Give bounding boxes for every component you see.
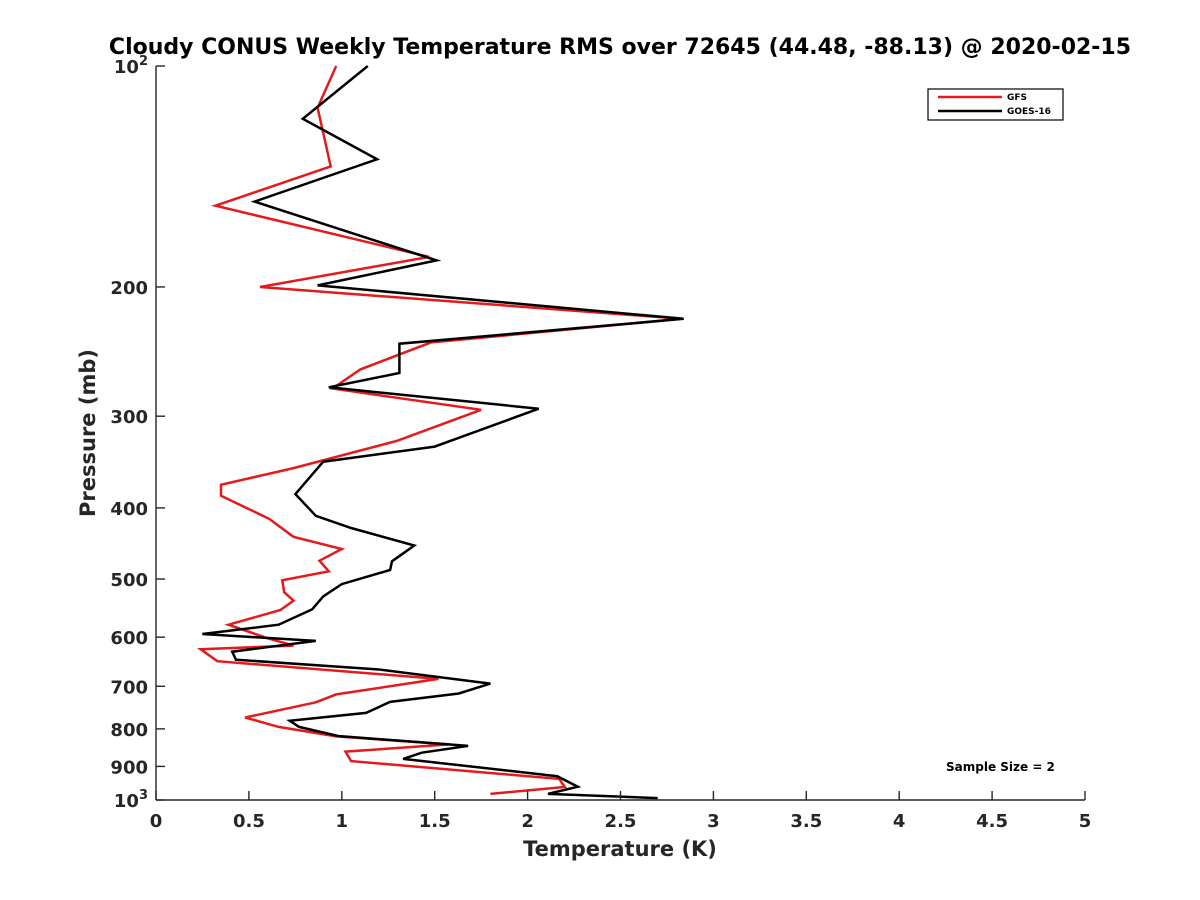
plot-lines <box>196 65 684 800</box>
y-tick-label: 500 <box>110 570 148 591</box>
y-tick-label: 400 <box>110 499 148 520</box>
y-tick-label: 800 <box>110 720 148 741</box>
y-tick-label: 200 <box>110 278 148 299</box>
x-tick-label: 4.5 <box>976 811 1008 832</box>
x-tick-label: 2.5 <box>605 811 637 832</box>
y-tick-label: 700 <box>110 677 148 698</box>
x-tick-label: 3 <box>707 811 720 832</box>
y-tick-label: 900 <box>110 757 148 778</box>
x-tick-label: 0.5 <box>233 811 265 832</box>
legend: GFS GOES-16 <box>927 88 1064 121</box>
chart-title: Cloudy CONUS Weekly Temperature RMS over… <box>109 35 1131 60</box>
x-tick-label: 2 <box>521 811 534 832</box>
legend-box <box>927 88 1064 121</box>
legend-label-gfs: GFS <box>1007 93 1027 103</box>
x-tick-label: 1.5 <box>419 811 451 832</box>
x-axis-label: Temperature (K) <box>523 837 717 861</box>
x-tick-label: 4 <box>893 811 906 832</box>
x-tick-label: 1 <box>336 811 349 832</box>
x-axis-ticks: 0 0.5 1 1.5 2 2.5 3 3.5 4 4.5 5 <box>150 791 1092 832</box>
y-tick-label: 102 <box>114 54 148 78</box>
series-line-goes-16 <box>202 65 684 800</box>
y-tick-label: 300 <box>110 407 148 428</box>
y-tick-label: 103 <box>114 788 148 812</box>
y-axis-ticks: 102 200 300 400 500 600 700 800 900 103 <box>110 54 165 812</box>
x-tick-label: 3.5 <box>790 811 822 832</box>
y-axis-label: Pressure (mb) <box>76 349 100 517</box>
x-tick-label: 0 <box>150 811 163 832</box>
sample-size-annotation: Sample Size = 2 <box>946 760 1055 774</box>
x-tick-label: 5 <box>1079 811 1092 832</box>
y-tick-label: 600 <box>110 628 148 649</box>
legend-label-goes16: GOES-16 <box>1007 107 1051 117</box>
